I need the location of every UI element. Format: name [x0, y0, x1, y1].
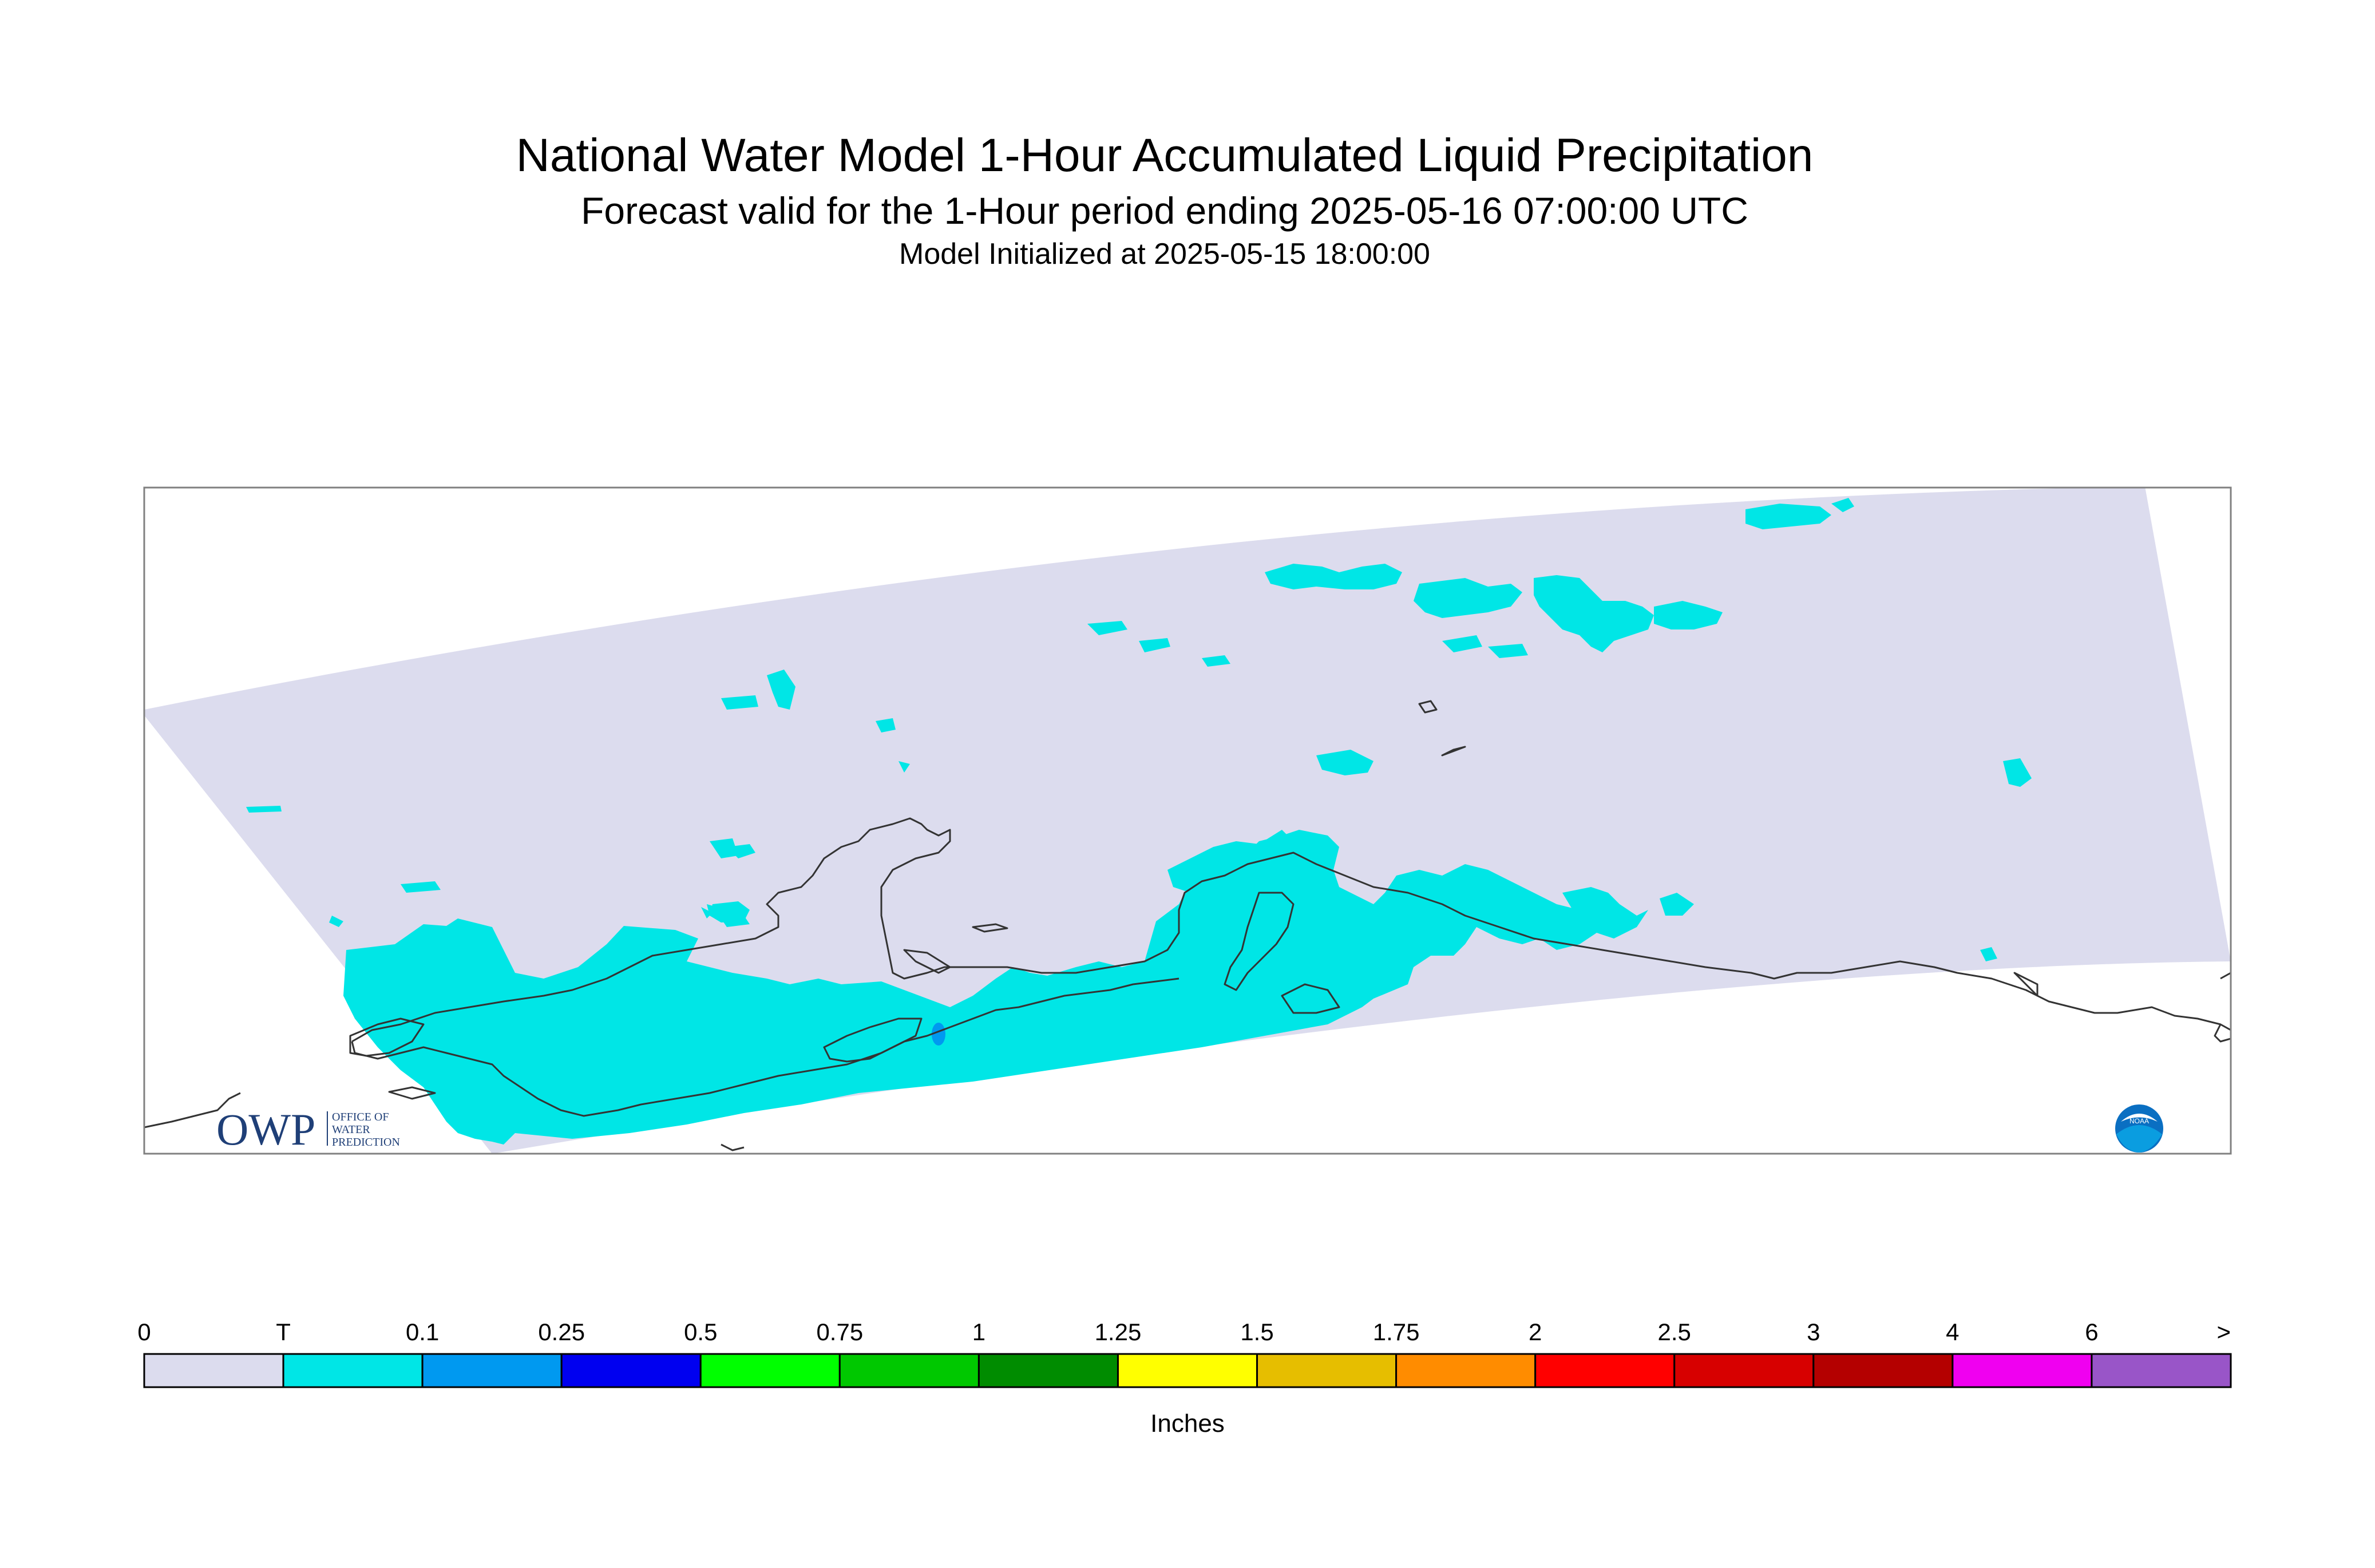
legend-color-boxes [143, 1353, 2232, 1388]
legend-box-13 [1952, 1353, 2093, 1388]
chart-title: National Water Model 1-Hour Accumulated … [516, 129, 1814, 181]
legend-tick-label-4: 0.5 [684, 1318, 717, 1345]
precip-area-north-interior [1265, 564, 1402, 589]
legend-box-5 [838, 1353, 980, 1388]
coastline-alaska-peninsula [351, 977, 1179, 1117]
legend-tick-label-2: 0.1 [406, 1318, 439, 1345]
legend-tick-label-13: 4 [1946, 1318, 1959, 1345]
legend-tick-label-9: 1.75 [1373, 1318, 1420, 1345]
map-frame [143, 486, 2232, 1155]
legend-box-10 [1534, 1353, 1676, 1388]
legend-box-7 [1117, 1353, 1258, 1388]
legend-box-11 [1673, 1353, 1815, 1388]
precip-area-prince-william [1167, 830, 1293, 893]
legend-tick-label-11: 2.5 [1658, 1318, 1691, 1345]
legend-tick-label-15: > [2216, 1318, 2231, 1345]
legend-tick-label-0: 0 [137, 1318, 151, 1345]
precip-area-bristol-bay [710, 901, 750, 922]
legend-tick-label-3: 0.25 [538, 1318, 585, 1345]
legend-box-12 [1812, 1353, 1954, 1388]
noaa-badge-text: NOAA [2129, 1117, 2149, 1125]
legend-box-9 [1395, 1353, 1537, 1388]
legend-tick-label-14: 6 [2085, 1318, 2098, 1345]
precip-area-north-far-east [1534, 575, 1654, 652]
precipitation-map: OWP OFFICE OF WATER PREDICTION NOAA [143, 486, 2232, 1155]
precip-area-north-top [1745, 498, 1854, 529]
legend-tick-label-8: 1.5 [1240, 1318, 1273, 1345]
precip-area-far-east [1980, 947, 1997, 961]
coastline-west-islands [144, 1086, 745, 1151]
noaa-logo-icon: NOAA [2115, 1104, 2163, 1153]
precip-area-cook-inlet-north [701, 844, 755, 918]
legend-box-0 [143, 1353, 284, 1388]
precip-area-yakutat [1660, 893, 1694, 916]
legend-box-1 [282, 1353, 423, 1388]
model-initialized-text: Model Initialized at 2025-05-15 18:00:00 [899, 237, 1430, 271]
legend-tick-label-10: 2 [1529, 1318, 1542, 1345]
owp-watermark: OWP OFFICE OF WATER PREDICTION [216, 1104, 400, 1154]
precipitation-areas [246, 498, 2032, 1145]
precip-area-southeast-coast [1562, 887, 1648, 939]
legend-box-14 [2091, 1353, 2232, 1388]
coastline-mainland [351, 817, 2231, 1043]
precip-area-north-east-interior [1414, 578, 1522, 618]
coastline-lakes [349, 700, 1466, 1057]
coastlines [144, 700, 2231, 1151]
coastline-kenai [1224, 892, 1340, 1014]
legend-units-label: Inches [1150, 1409, 1225, 1438]
legend-tick-label-12: 3 [1807, 1318, 1820, 1345]
legend-tick-labels: 0 T 0.1 0.25 0.5 0.75 1 1.25 1.5 1.75 2 2.5 3 4 6 > [137, 1318, 2231, 1345]
owp-logo-subtext-3: PREDICTION [332, 1136, 400, 1149]
chart-subtitle: Forecast valid for the 1-Hour period end… [581, 189, 1748, 232]
precip-area-heavier-spot [932, 1023, 945, 1046]
precip-area-kodiak-east [1316, 916, 1351, 950]
owp-logo-subtext-2: WATER [332, 1123, 370, 1136]
owp-logo-text: OWP [216, 1104, 315, 1154]
legend-box-6 [977, 1353, 1119, 1388]
legend-tick-label-5: 0.75 [816, 1318, 863, 1345]
precip-area-northeast-cluster [1654, 601, 1723, 629]
coastline-kodiak [823, 1017, 923, 1063]
owp-logo-subtext-1: OFFICE OF [332, 1111, 389, 1123]
legend-tick-label-7: 1.25 [1095, 1318, 1142, 1345]
coastline-southeast-islands [2013, 972, 2231, 1043]
precip-area-southwest [343, 830, 1614, 1145]
legend-box-8 [1256, 1353, 1398, 1388]
legend-tick-label-1: T [276, 1318, 291, 1345]
legend-box-2 [421, 1353, 563, 1388]
legend-tick-label-6: 1 [972, 1318, 985, 1345]
legend-box-3 [560, 1353, 702, 1388]
legend-box-4 [699, 1353, 841, 1388]
